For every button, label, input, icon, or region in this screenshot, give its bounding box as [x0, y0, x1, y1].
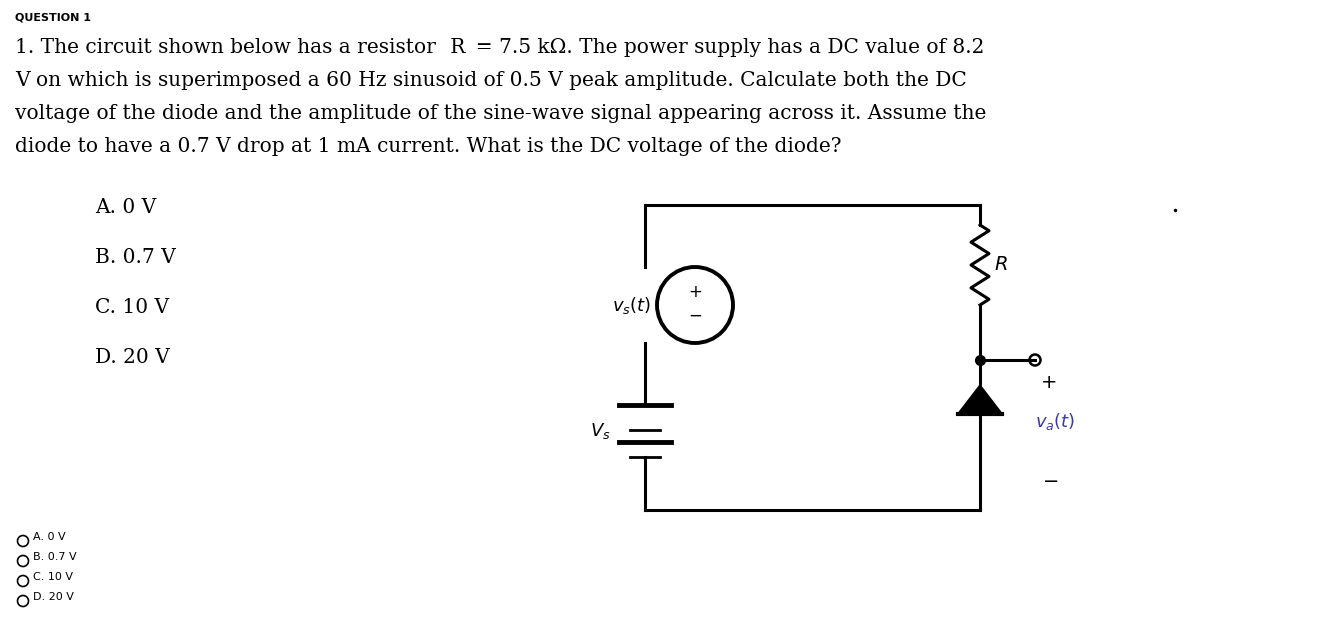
Polygon shape	[957, 385, 1002, 413]
Text: QUESTION 1: QUESTION 1	[15, 12, 91, 22]
Text: +: +	[688, 283, 702, 301]
Text: −: −	[688, 307, 702, 325]
Text: C. 10 V: C. 10 V	[33, 572, 74, 582]
Text: −: −	[1043, 472, 1059, 491]
Text: C. 10 V: C. 10 V	[95, 298, 169, 317]
Text: $R$: $R$	[994, 256, 1008, 275]
Text: $V_s$: $V_s$	[590, 421, 611, 441]
Text: V on which is superimposed a 60 Hz sinusoid of 0.5 V peak amplitude. Calculate b: V on which is superimposed a 60 Hz sinus…	[15, 71, 967, 90]
Text: $v_a(t)$: $v_a(t)$	[1035, 411, 1075, 432]
Text: diode to have a 0.7 V drop at 1 mA current. What is the DC voltage of the diode?: diode to have a 0.7 V drop at 1 mA curre…	[15, 137, 841, 156]
Text: 1. The circuit shown below has a resistor   R  = 7.5 kΩ. The power supply has a : 1. The circuit shown below has a resisto…	[15, 38, 984, 57]
Text: D. 20 V: D. 20 V	[33, 592, 74, 602]
Text: $v_s(t)$: $v_s(t)$	[612, 294, 651, 315]
Text: B. 0.7 V: B. 0.7 V	[95, 248, 175, 267]
Text: D. 20 V: D. 20 V	[95, 348, 170, 367]
Text: A. 0 V: A. 0 V	[95, 198, 157, 217]
Text: +: +	[1040, 372, 1058, 391]
Text: voltage of the diode and the amplitude of the sine-wave signal appearing across : voltage of the diode and the amplitude o…	[15, 104, 987, 123]
Text: B. 0.7 V: B. 0.7 V	[33, 552, 76, 562]
Text: A. 0 V: A. 0 V	[33, 532, 66, 542]
